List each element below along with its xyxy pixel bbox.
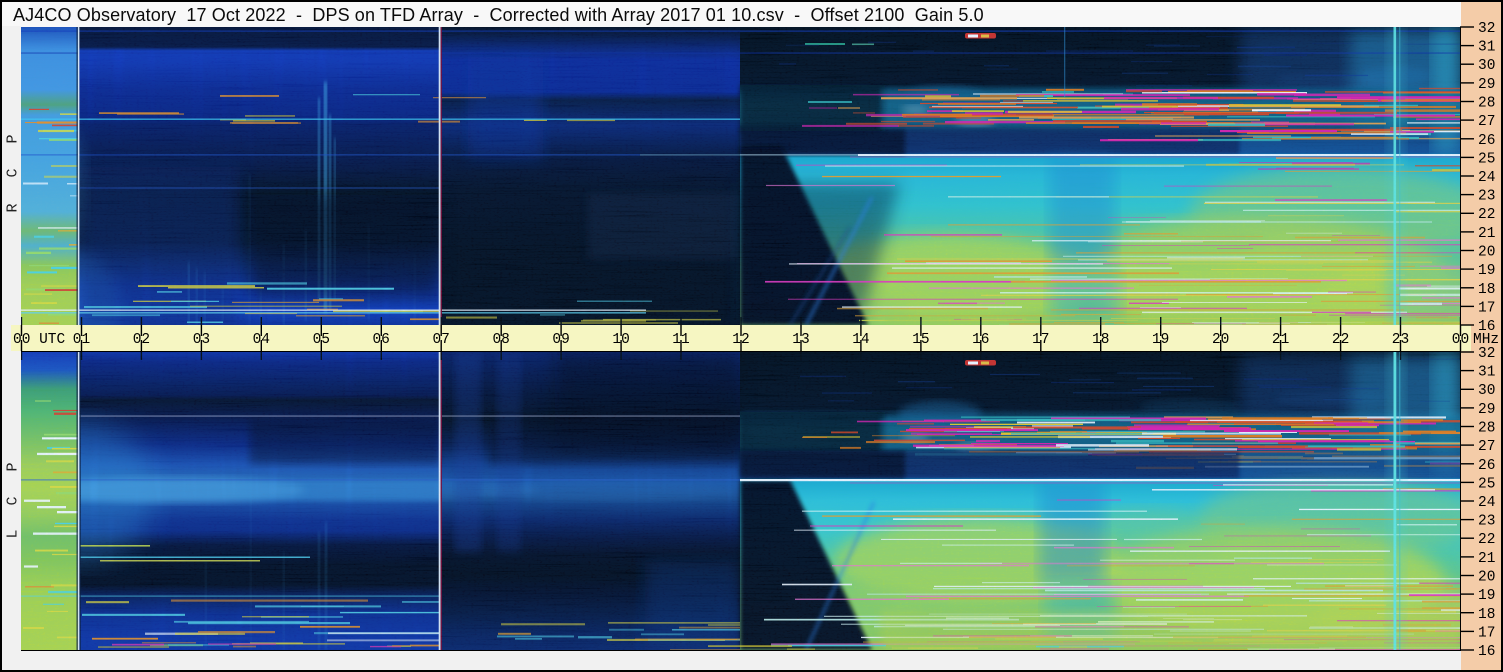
- svg-text:18: 18: [1478, 607, 1495, 623]
- svg-text:21: 21: [1478, 226, 1495, 242]
- svg-text:30: 30: [1478, 58, 1495, 74]
- svg-text:22: 22: [1332, 332, 1349, 348]
- svg-text:27: 27: [1478, 439, 1495, 455]
- svg-text:03: 03: [193, 332, 210, 348]
- svg-text:10: 10: [612, 332, 629, 348]
- svg-text:C: C: [5, 496, 22, 505]
- svg-text:12: 12: [732, 332, 749, 348]
- svg-text:15: 15: [912, 332, 929, 348]
- svg-text:R: R: [5, 203, 22, 212]
- svg-text:23: 23: [1392, 332, 1409, 348]
- svg-text:28: 28: [1478, 421, 1495, 437]
- svg-text:20: 20: [1212, 332, 1229, 348]
- svg-text:22: 22: [1478, 532, 1495, 548]
- svg-text:24: 24: [1478, 495, 1495, 511]
- svg-text:04: 04: [253, 332, 270, 348]
- svg-text:02: 02: [133, 332, 150, 348]
- svg-text:31: 31: [1478, 40, 1495, 56]
- svg-text:19: 19: [1478, 263, 1495, 279]
- svg-text:18: 18: [1478, 282, 1495, 298]
- svg-text:P: P: [5, 134, 22, 143]
- svg-text:16: 16: [972, 332, 989, 348]
- svg-text:27: 27: [1478, 114, 1495, 130]
- svg-text:00 UTC: 00 UTC: [13, 332, 66, 348]
- svg-text:24: 24: [1478, 170, 1495, 186]
- svg-text:L: L: [5, 529, 22, 538]
- svg-text:17: 17: [1478, 300, 1495, 316]
- svg-text:01: 01: [73, 332, 90, 348]
- svg-text:00: 00: [1452, 332, 1469, 348]
- svg-text:MHz: MHz: [1473, 332, 1499, 348]
- svg-text:23: 23: [1478, 514, 1495, 530]
- svg-text:22: 22: [1478, 207, 1495, 223]
- svg-text:32: 32: [1478, 21, 1495, 37]
- svg-text:26: 26: [1478, 458, 1495, 474]
- svg-text:08: 08: [492, 332, 509, 348]
- svg-text:11: 11: [672, 332, 689, 348]
- svg-text:14: 14: [852, 332, 869, 348]
- svg-text:06: 06: [372, 332, 389, 348]
- svg-text:29: 29: [1478, 402, 1495, 418]
- svg-text:17: 17: [1032, 332, 1049, 348]
- svg-text:C: C: [5, 168, 22, 177]
- svg-text:18: 18: [1092, 332, 1109, 348]
- svg-text:20: 20: [1478, 245, 1495, 261]
- svg-text:25: 25: [1478, 151, 1495, 167]
- svg-text:19: 19: [1152, 332, 1169, 348]
- svg-text:13: 13: [792, 332, 809, 348]
- svg-text:16: 16: [1478, 319, 1495, 335]
- svg-text:31: 31: [1478, 365, 1495, 381]
- svg-text:P: P: [5, 462, 22, 471]
- svg-text:29: 29: [1478, 77, 1495, 93]
- svg-text:30: 30: [1478, 383, 1495, 399]
- svg-text:28: 28: [1478, 96, 1495, 112]
- svg-text:20: 20: [1478, 570, 1495, 586]
- svg-text:17: 17: [1478, 625, 1495, 641]
- svg-text:09: 09: [552, 332, 569, 348]
- svg-text:32: 32: [1478, 346, 1495, 362]
- svg-text:21: 21: [1478, 551, 1495, 567]
- svg-text:19: 19: [1478, 588, 1495, 604]
- svg-text:05: 05: [313, 332, 330, 348]
- svg-text:26: 26: [1478, 133, 1495, 149]
- svg-text:AJ4CO Observatory 17 Oct 2022: AJ4CO Observatory 17 Oct 2022 - DPS on T…: [13, 5, 984, 25]
- svg-text:07: 07: [432, 332, 449, 348]
- svg-text:21: 21: [1272, 332, 1289, 348]
- svg-text:25: 25: [1478, 476, 1495, 492]
- svg-text:23: 23: [1478, 189, 1495, 205]
- svg-text:16: 16: [1478, 644, 1495, 660]
